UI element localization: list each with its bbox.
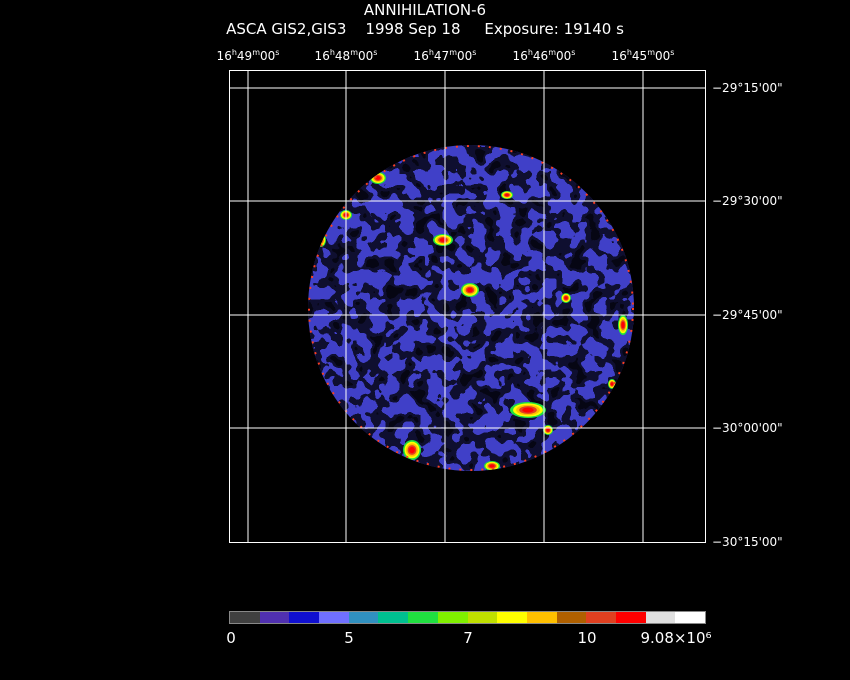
dec-label-5: −30°15'00" (712, 535, 783, 549)
dec-label-2: −29°30'00" (712, 194, 783, 208)
ra-label-5: 16h45m00s (611, 48, 675, 63)
hotspot (522, 407, 534, 413)
colorbar-segment (437, 612, 468, 623)
colorbar-segment (497, 612, 527, 623)
colorbar-segment (675, 612, 705, 623)
ra-label-1: 16h49m00s (216, 48, 280, 63)
colorbar-segment (289, 612, 320, 623)
image-title: ANNIHILATION-6 (363, 1, 487, 19)
dec-label-4: −30°00'00" (712, 421, 783, 435)
colorbar-label-2: 5 (344, 629, 354, 647)
hotspot (409, 446, 415, 454)
ra-label-3: 16h47m00s (413, 48, 477, 63)
image-disk (308, 145, 634, 471)
hotspot (375, 176, 381, 180)
colorbar-label-3: 7 (463, 629, 473, 647)
hotspot (546, 428, 550, 432)
colorbar-segment (319, 612, 349, 623)
colorbar-label-4: 10 (577, 629, 597, 647)
coordinate-grid (229, 70, 706, 543)
colorbar-segment (556, 612, 587, 623)
colorbar-segment (526, 612, 557, 623)
ra-label-4: 16h46m00s (512, 48, 576, 63)
colorbar-segment (259, 612, 290, 623)
hotspot (489, 464, 495, 468)
colorbar-segment (586, 612, 616, 623)
colorbar-segment (230, 612, 260, 623)
colorbar-segment (645, 612, 676, 623)
hotspot (610, 382, 614, 386)
colorbar-segment (348, 612, 379, 623)
hotspot-group (308, 145, 634, 471)
colorbar-segment (615, 612, 646, 623)
dec-label-1: −29°15'00" (712, 81, 783, 95)
image-subtitle: ASCA GIS2,GIS3 1998 Sep 18 Exposure: 191… (226, 20, 624, 38)
ra-label-2: 16h48m00s (314, 48, 378, 63)
colorbar-label-5: 9.08×10⁶ (640, 629, 712, 647)
colorbar-segment (378, 612, 409, 623)
hotspot (467, 287, 473, 293)
hotspot (621, 321, 625, 329)
rim-noise (308, 145, 634, 471)
colorbar-label-1: 0 (226, 629, 236, 647)
dec-label-3: −29°45'00" (712, 308, 783, 322)
hotspot (505, 193, 509, 197)
map-frame (229, 70, 706, 543)
color-bar (229, 611, 706, 624)
colorbar-segment (408, 612, 438, 623)
colorbar-segment (467, 612, 498, 623)
hotspot (564, 296, 568, 300)
